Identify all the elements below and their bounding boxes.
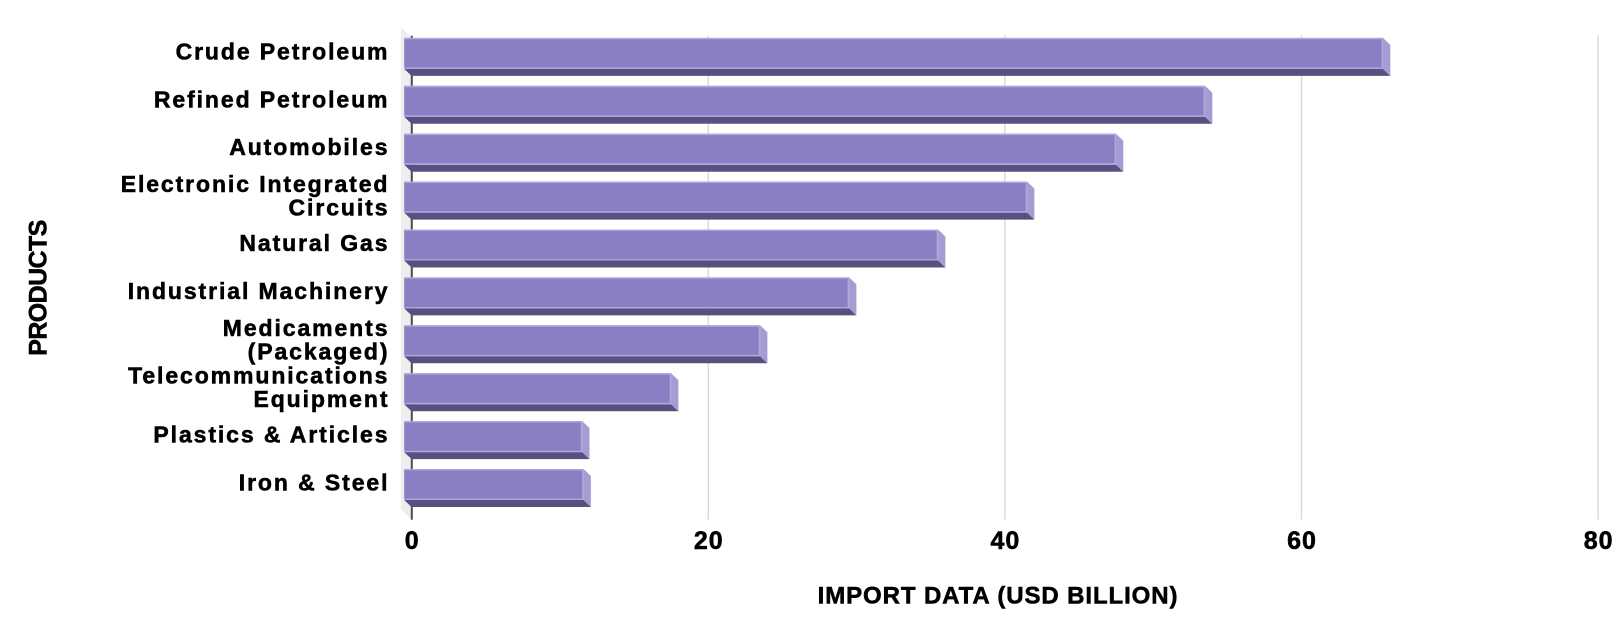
svg-text:Equipment: Equipment xyxy=(253,386,389,412)
svg-text:Plastics & Articles: Plastics & Articles xyxy=(153,422,389,448)
svg-text:(Packaged): (Packaged) xyxy=(248,338,390,364)
svg-text:Crude Petroleum: Crude Petroleum xyxy=(176,38,390,64)
svg-text:Circuits: Circuits xyxy=(289,195,390,221)
svg-text:Electronic Integrated: Electronic Integrated xyxy=(121,171,390,197)
svg-text:60: 60 xyxy=(1287,527,1317,555)
svg-text:IMPORT DATA (USD BILLION): IMPORT DATA (USD BILLION) xyxy=(818,583,1179,610)
svg-text:PRODUCTS: PRODUCTS xyxy=(25,220,53,355)
svg-text:Refined Petroleum: Refined Petroleum xyxy=(154,86,390,112)
svg-text:20: 20 xyxy=(694,527,724,555)
svg-text:Medicaments: Medicaments xyxy=(223,315,390,341)
svg-text:0: 0 xyxy=(405,527,420,555)
svg-text:Telecommunications: Telecommunications xyxy=(128,363,389,389)
svg-text:Iron & Steel: Iron & Steel xyxy=(239,470,390,496)
svg-text:Industrial Machinery: Industrial Machinery xyxy=(128,278,390,304)
svg-text:Automobiles: Automobiles xyxy=(229,134,389,160)
svg-text:Natural Gas: Natural Gas xyxy=(239,230,389,256)
svg-text:40: 40 xyxy=(990,527,1020,555)
svg-text:80: 80 xyxy=(1584,527,1614,555)
